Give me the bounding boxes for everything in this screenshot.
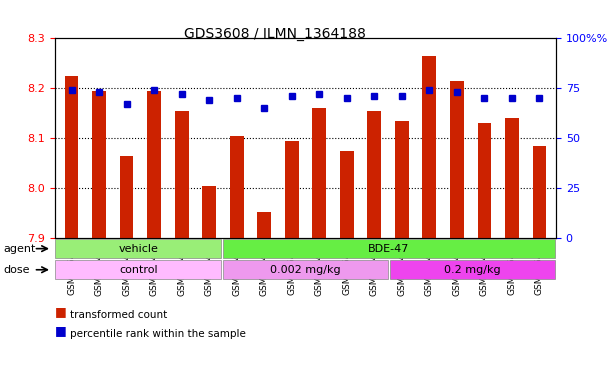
Text: ■: ■	[55, 305, 67, 318]
FancyBboxPatch shape	[390, 260, 555, 279]
Bar	[285, 141, 299, 238]
FancyBboxPatch shape	[224, 239, 555, 258]
Bar	[340, 151, 354, 238]
Bar	[450, 81, 464, 238]
FancyBboxPatch shape	[224, 260, 387, 279]
Text: 0.002 mg/kg: 0.002 mg/kg	[270, 265, 341, 275]
Text: transformed count: transformed count	[70, 310, 167, 320]
Bar	[505, 118, 519, 238]
Bar	[175, 111, 189, 238]
Text: BDE-47: BDE-47	[368, 243, 410, 254]
Text: percentile rank within the sample: percentile rank within the sample	[70, 329, 246, 339]
Bar	[533, 146, 546, 238]
Bar	[120, 156, 133, 238]
Bar	[367, 111, 381, 238]
FancyBboxPatch shape	[55, 239, 221, 258]
Bar	[422, 56, 436, 238]
Bar	[202, 185, 216, 238]
Bar	[65, 76, 78, 238]
FancyBboxPatch shape	[55, 260, 221, 279]
Bar	[312, 108, 326, 238]
Text: ■: ■	[55, 324, 67, 337]
Bar	[92, 91, 106, 238]
Text: vehicle: vehicle	[119, 243, 158, 254]
Text: agent: agent	[3, 243, 35, 254]
Bar	[230, 136, 244, 238]
Text: GDS3608 / ILMN_1364188: GDS3608 / ILMN_1364188	[184, 27, 366, 41]
Text: 0.2 mg/kg: 0.2 mg/kg	[444, 265, 501, 275]
Bar	[395, 121, 409, 238]
Text: control: control	[119, 265, 158, 275]
Text: dose: dose	[3, 265, 29, 275]
Bar	[147, 91, 161, 238]
Bar	[478, 123, 491, 238]
Bar	[257, 212, 271, 238]
